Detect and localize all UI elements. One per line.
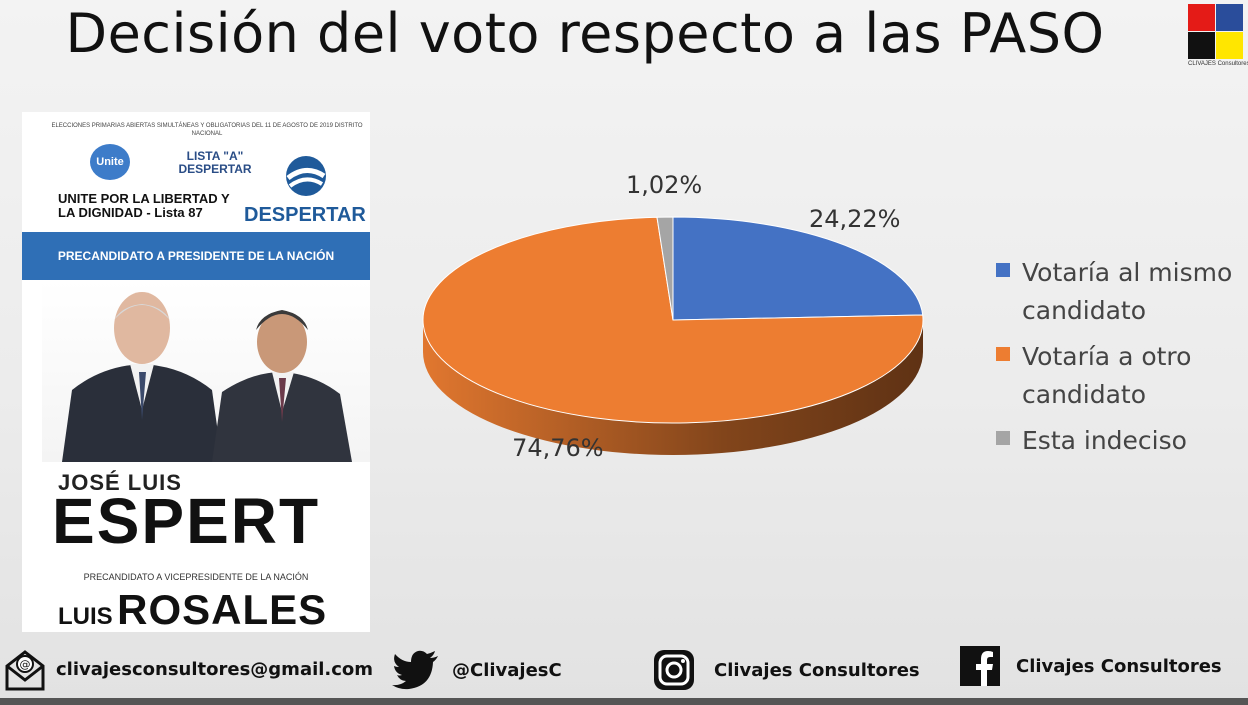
pie-data-label: 74,76%: [512, 434, 604, 462]
vice-label: PRECANDIDATO A VICEPRESIDENTE DE LA NACI…: [83, 572, 309, 582]
pie-chart: 24,22% 74,76% 1,02%: [422, 171, 924, 462]
vice-name: LUIS ROSALES: [58, 586, 327, 632]
vice-last-name: ROSALES: [117, 586, 328, 632]
president-band: PRECANDIDATO A PRESIDENTE DE LA NACIÓN: [22, 232, 370, 280]
vice-first-name: LUIS: [58, 603, 113, 630]
lista-label: LISTA "A" DESPERTAR: [178, 149, 252, 176]
despertar-logo-icon: [286, 156, 326, 196]
candidate-last-name: ESPERT: [52, 485, 321, 557]
despertar-wordmark: DESPERTAR: [244, 204, 366, 226]
facebook-name: Clivajes Consultores: [1016, 655, 1222, 677]
clivajes-logo: CLIVAJES Consultores: [1188, 4, 1248, 68]
legend-item: Esta indeciso: [996, 422, 1246, 460]
pie-slice-side: [423, 320, 923, 455]
unite-badge: Unite: [90, 144, 130, 180]
logo-text: CLIVAJES Consultores: [1188, 61, 1248, 67]
footer-divider: [0, 698, 1248, 705]
slide-title: Decisión del voto respecto a las PASO: [65, 2, 1105, 65]
footer-twitter[interactable]: @ClivajesC: [392, 650, 562, 690]
instagram-name: Clivajes Consultores: [714, 659, 920, 681]
legend-item: Votaría a otro candidato: [996, 338, 1246, 414]
svg-text:@: @: [20, 658, 31, 671]
candidate-first-name: JOSÉ LUIS: [58, 470, 182, 495]
pie-data-label: 1,02%: [626, 171, 702, 199]
twitter-handle: @ClivajesC: [452, 659, 562, 681]
legend-label: Esta indeciso: [1022, 426, 1187, 455]
legend-label: Votaría al mismo candidato: [1022, 258, 1233, 325]
pie-slice: [672, 216, 924, 321]
pie-slice: [656, 216, 674, 321]
footer-email[interactable]: @ clivajesconsultores@gmail.com: [4, 646, 373, 692]
footer-facebook[interactable]: Clivajes Consultores: [960, 646, 1222, 686]
chart-legend: Votaría al mismo candidato Votaría a otr…: [996, 254, 1246, 468]
pie-data-label: 24,22%: [809, 205, 901, 233]
footer-instagram[interactable]: Clivajes Consultores: [652, 648, 920, 692]
email-text: clivajesconsultores@gmail.com: [56, 658, 374, 680]
legend-label: Votaría a otro candidato: [1022, 342, 1192, 409]
party-name: UNITE POR LA LIBERTAD Y LA DIGNIDAD - Li…: [58, 191, 230, 220]
legend-item: Votaría al mismo candidato: [996, 254, 1246, 330]
legend-swatch: [996, 263, 1010, 277]
email-icon: @: [5, 650, 45, 691]
pie-slice: [422, 216, 924, 424]
instagram-icon: [654, 650, 694, 690]
legend-swatch: [996, 347, 1010, 361]
twitter-icon: [392, 650, 438, 690]
campaign-poster: ELECCIONES PRIMARIAS ABIERTAS SIMULTÁNEA…: [22, 112, 370, 632]
poster-header: ELECCIONES PRIMARIAS ABIERTAS SIMULTÁNEA…: [51, 123, 363, 137]
facebook-icon: [960, 646, 1000, 686]
candidates-photo: [42, 280, 370, 462]
legend-swatch: [996, 431, 1010, 445]
